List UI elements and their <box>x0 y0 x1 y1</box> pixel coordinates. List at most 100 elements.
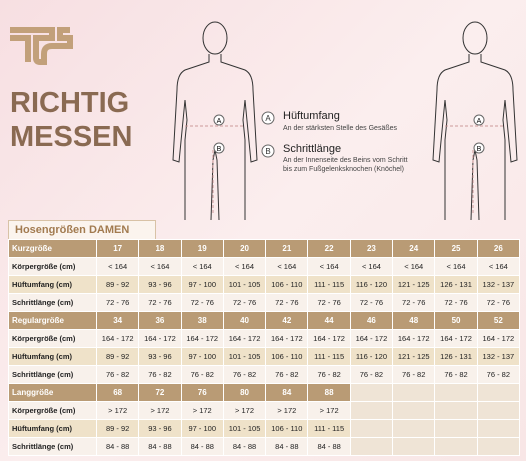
size: 38 <box>180 311 224 330</box>
cell: 97 - 100 <box>180 347 224 366</box>
cell: 164 - 172 <box>265 329 309 348</box>
cell: 111 - 115 <box>307 347 351 366</box>
size: 25 <box>434 239 478 258</box>
cell: 116 - 120 <box>349 347 394 366</box>
cell: 111 - 115 <box>307 419 351 438</box>
title-line: MESSEN <box>10 121 132 153</box>
cell: 101 - 105 <box>222 275 267 294</box>
size: 84 <box>265 383 309 402</box>
title-line: RICHTIG <box>10 87 129 119</box>
marker-letter: B <box>477 146 482 153</box>
cell: 164 - 172 <box>349 329 394 348</box>
cell: > 172 <box>180 401 224 420</box>
cell: 106 - 110 <box>265 347 309 366</box>
marker <box>473 142 485 154</box>
empty-cell <box>476 437 521 456</box>
cell: 164 - 172 <box>434 329 478 348</box>
cell: 126 - 131 <box>434 347 478 366</box>
cell: 132 - 137 <box>476 275 521 294</box>
marker <box>213 114 225 126</box>
empty-cell <box>392 437 436 456</box>
marker-letter: A <box>217 118 222 125</box>
cell: 72 - 76 <box>222 293 267 312</box>
cell: > 172 <box>138 401 182 420</box>
cell: 76 - 82 <box>95 365 140 384</box>
row-label: Schrittlänge (cm) <box>8 437 97 456</box>
cell: < 164 <box>349 257 394 276</box>
cell: < 164 <box>434 257 478 276</box>
cell: 101 - 105 <box>222 419 267 438</box>
empty-cell <box>434 401 478 420</box>
cell: 164 - 172 <box>95 329 140 348</box>
size: 18 <box>138 239 182 258</box>
size: 34 <box>95 311 140 330</box>
table-title: Hosengrößen DAMEN <box>8 220 156 239</box>
size: 21 <box>265 239 309 258</box>
empty-cell <box>476 383 521 402</box>
data-row: Hüftumfang (cm) 89 - 92 93 - 96 97 - 100 101… <box>8 275 521 294</box>
row-label: Körpergröße (cm) <box>8 257 97 276</box>
cell: 132 - 137 <box>476 347 521 366</box>
size: 46 <box>349 311 394 330</box>
cell: 164 - 172 <box>476 329 521 348</box>
size: 26 <box>476 239 521 258</box>
cell: 111 - 115 <box>307 275 351 294</box>
cell: 76 - 82 <box>392 365 436 384</box>
cell: < 164 <box>392 257 436 276</box>
cell: 76 - 82 <box>138 365 182 384</box>
head <box>462 21 488 55</box>
data-row: Körpergröße (cm) > 172 > 172 > 172 > 172 > 17… <box>8 401 521 420</box>
cell: 93 - 96 <box>138 275 182 294</box>
data-row: Körpergröße (cm) < 164 < 164 < 164 < 164 < 16… <box>8 257 521 276</box>
cell: > 172 <box>222 401 267 420</box>
cell: 164 - 172 <box>222 329 267 348</box>
section-name: Kurzgröße <box>8 239 97 258</box>
header-row: Kurzgröße 17 18 19 20 21 22 23 24 25 26 <box>8 239 521 258</box>
cell: 76 - 82 <box>349 365 394 384</box>
cell: 121 - 125 <box>392 347 436 366</box>
size: 76 <box>180 383 224 402</box>
cell: 84 - 88 <box>138 437 182 456</box>
cell: 121 - 125 <box>392 275 436 294</box>
data-row: Schrittlänge (cm) 76 - 82 76 - 82 76 - 82 76… <box>8 365 521 384</box>
size: 42 <box>265 311 309 330</box>
legend-letter: B <box>265 147 270 156</box>
row-label: Körpergröße (cm) <box>8 401 97 420</box>
size-table: Kurzgröße 17 18 19 20 21 22 23 24 25 26 Körpergröße… <box>8 239 521 456</box>
cell: > 172 <box>307 401 351 420</box>
cell: 84 - 88 <box>265 437 309 456</box>
empty-cell <box>392 419 436 438</box>
cell: 72 - 76 <box>265 293 309 312</box>
size: 72 <box>138 383 182 402</box>
header-row: Regulargröße 34 36 38 40 42 44 46 48 50 52 <box>8 311 521 330</box>
legend-title: Schrittlänge <box>283 143 341 155</box>
cell: 106 - 110 <box>265 419 309 438</box>
cell: 72 - 76 <box>476 293 521 312</box>
size: 17 <box>95 239 140 258</box>
empty-cell <box>476 419 521 438</box>
section-name: Regulargröße <box>8 311 97 330</box>
legend-text: An der Innenseite des Beins vom Schritt <box>283 157 408 164</box>
empty-cell <box>349 401 394 420</box>
cell: 72 - 76 <box>138 293 182 312</box>
cell: 101 - 105 <box>222 347 267 366</box>
empty-cell <box>392 383 436 402</box>
size: 40 <box>222 311 267 330</box>
empty-cell <box>434 437 478 456</box>
size: 48 <box>392 311 436 330</box>
cell: 72 - 76 <box>392 293 436 312</box>
cell: 84 - 88 <box>180 437 224 456</box>
cell: 106 - 110 <box>265 275 309 294</box>
cell: < 164 <box>95 257 140 276</box>
cell: 84 - 88 <box>222 437 267 456</box>
cell: 76 - 82 <box>222 365 267 384</box>
cell: 97 - 100 <box>180 275 224 294</box>
data-row: Hüftumfang (cm) 89 - 92 93 - 96 97 - 100 101… <box>8 347 521 366</box>
cell: 89 - 92 <box>95 275 140 294</box>
row-label: Schrittlänge (cm) <box>8 365 97 384</box>
cell: 76 - 82 <box>307 365 351 384</box>
cell: 76 - 82 <box>265 365 309 384</box>
legend-text: bis zum Fußgelenksknochen (Knöchel) <box>283 166 404 173</box>
empty-cell <box>434 383 478 402</box>
